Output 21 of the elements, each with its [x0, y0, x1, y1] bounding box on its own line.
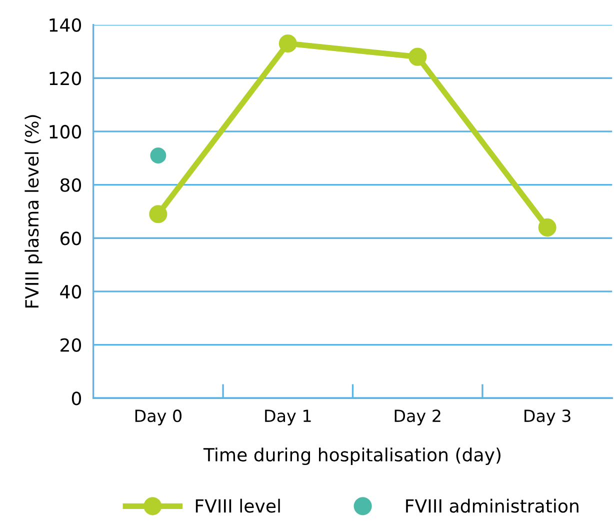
- legend-label: FVIII administration: [406, 498, 578, 513]
- point: [149, 205, 168, 224]
- y-tick-label: 100: [50, 124, 82, 139]
- y-tick-label: 40: [60, 284, 82, 299]
- x-axis-title: Time during hospitalisation (day): [203, 448, 500, 466]
- legend-label: FVIII level: [196, 498, 280, 513]
- y-axis-title: FVIII plasma level (%): [24, 115, 42, 308]
- y-tick-label: 120: [50, 72, 82, 86]
- x-tick-label: Day 2: [394, 410, 440, 426]
- x-tick-label: Day 0: [135, 410, 182, 426]
- point: [150, 147, 166, 164]
- x-tick-label: Day 3: [524, 410, 570, 426]
- y-tick-label: 20: [60, 338, 82, 352]
- y-tick-label: 140: [50, 18, 82, 32]
- point: [408, 48, 427, 66]
- y-tick-label: 60: [60, 232, 82, 246]
- y-tick-label: 80: [60, 178, 82, 192]
- point: [278, 34, 297, 53]
- point: [538, 218, 556, 236]
- y-tick-label: 0: [72, 392, 82, 406]
- x-tick-label: Day 1: [265, 410, 311, 426]
